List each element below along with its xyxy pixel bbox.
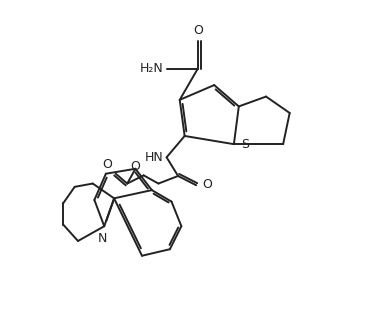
Text: N: N bbox=[98, 232, 107, 245]
Text: O: O bbox=[130, 160, 140, 173]
Text: O: O bbox=[202, 178, 212, 191]
Text: H₂N: H₂N bbox=[140, 62, 163, 75]
Text: O: O bbox=[102, 158, 112, 171]
Text: O: O bbox=[193, 24, 203, 37]
Text: S: S bbox=[241, 138, 249, 151]
Text: HN: HN bbox=[145, 151, 164, 164]
